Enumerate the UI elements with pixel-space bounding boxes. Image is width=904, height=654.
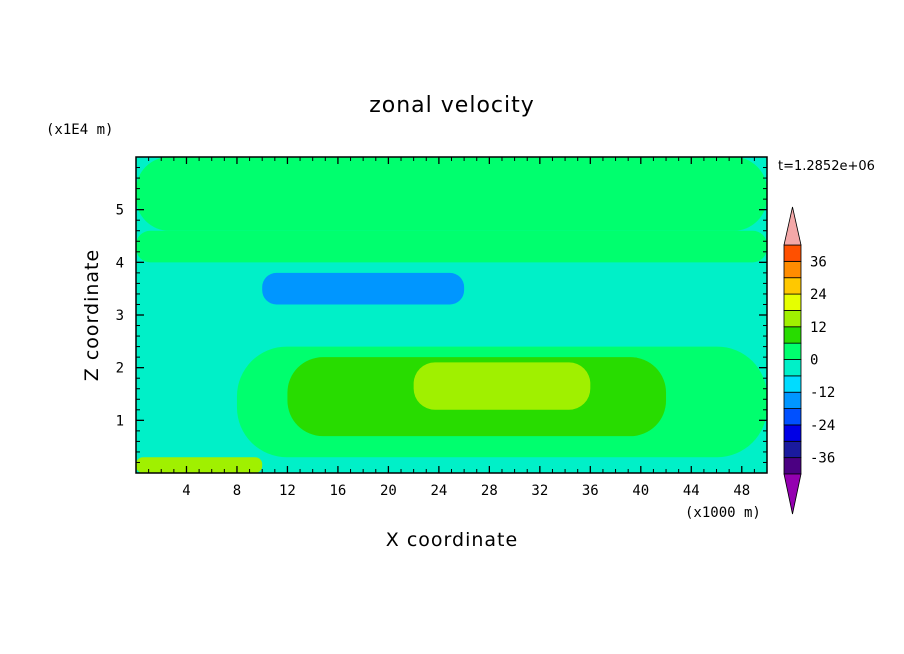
x-tick-label: 24	[430, 483, 447, 499]
colorbar-segment	[783, 457, 802, 475]
contour-region-peak-core	[413, 362, 591, 410]
colorbar-tick-label: -12	[810, 385, 835, 401]
colorbar-segment	[783, 440, 802, 459]
colorbar-segment	[783, 391, 802, 409]
colorbar-segment	[783, 342, 802, 360]
colorbar-segment	[783, 260, 802, 279]
colorbar-tick-label: 0	[810, 353, 818, 369]
y-units-label: (x1E4 m)	[46, 122, 113, 138]
colorbar-tick-label: -36	[810, 451, 835, 467]
y-axis: 1 2 3 4 5	[116, 167, 767, 463]
x-tick-label: 16	[329, 483, 346, 499]
x-axis: 4 8 12 16 20 24 28 32 36 40 44 48	[148, 157, 755, 499]
y-tick-label: 2	[116, 361, 124, 377]
time-label: t=1.2852e+06	[778, 159, 875, 174]
y-tick-label: 4	[116, 255, 124, 271]
colorbar-segment	[783, 408, 802, 426]
x-axis-label: X coordinate	[386, 529, 518, 551]
contour-region-lower-cell	[262, 272, 465, 305]
contour-region-upper-layer	[136, 157, 767, 231]
x-tick-label: 36	[582, 483, 599, 499]
colorbar-segment	[783, 277, 802, 295]
colorbar-under-arrow	[783, 473, 802, 515]
colorbar-segment	[783, 375, 802, 393]
x-tick-label: 32	[531, 483, 548, 499]
colorbar-segment	[783, 359, 802, 377]
colorbar-tick-label: 24	[810, 287, 827, 303]
contour-field	[136, 157, 767, 473]
colorbar: 36 24 12 0 -12 -24 -36	[783, 206, 835, 515]
colorbar-segment	[783, 293, 802, 311]
colorbar-segment	[783, 424, 802, 442]
contour-region-surface-jet	[136, 457, 263, 473]
colorbar-segment	[783, 244, 802, 262]
colorbar-segment	[783, 326, 802, 344]
x-tick-label: 28	[481, 483, 498, 499]
x-tick-label: 44	[683, 483, 700, 499]
x-tick-label: 48	[733, 483, 750, 499]
colorbar-tick-label: -24	[810, 418, 835, 434]
x-tick-label: 4	[182, 483, 190, 499]
y-tick-label: 3	[116, 308, 124, 324]
colorbar-segment	[783, 310, 802, 328]
colorbar-tick-label: 36	[810, 254, 827, 270]
x-tick-label: 20	[380, 483, 397, 499]
x-units-label: (x1000 m)	[685, 505, 761, 521]
y-axis-label: Z coordinate	[81, 249, 103, 381]
contour-region-upper-band-1	[136, 230, 767, 263]
x-tick-label: 8	[233, 483, 241, 499]
colorbar-tick-label: 12	[810, 320, 827, 336]
y-tick-label: 1	[116, 413, 124, 429]
colorbar-over-arrow	[783, 206, 802, 246]
chart-title: zonal velocity	[369, 93, 535, 118]
x-tick-label: 12	[279, 483, 296, 499]
x-tick-label: 40	[632, 483, 649, 499]
y-tick-label: 5	[116, 203, 124, 219]
